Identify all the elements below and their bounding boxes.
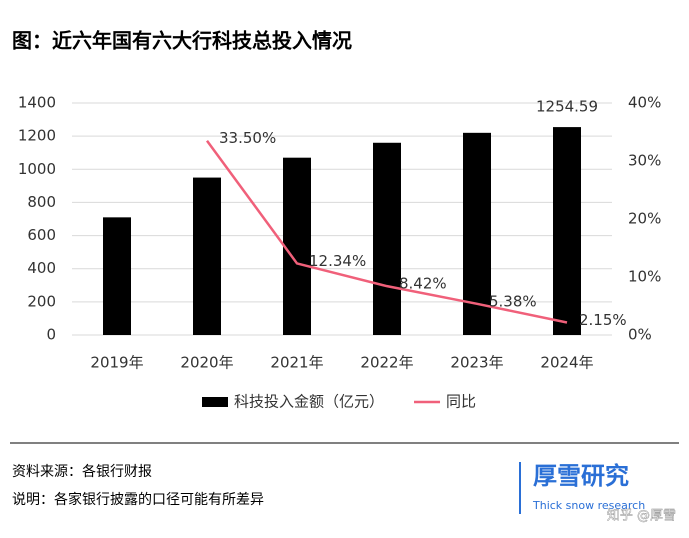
watermark: 知乎 @厚雪 [607,508,676,524]
data-label: 5.38% [489,292,537,310]
y-tick-label: 800 [27,193,56,211]
legend-label: 同比 [446,393,476,411]
y-tick-label: 1200 [18,127,56,145]
data-label: 33.50% [219,129,276,147]
legend-label: 科技投入金额（亿元） [234,393,384,411]
y-tick-label: 1400 [18,94,56,112]
logo-title: 厚雪研究 [533,462,629,490]
data-label: 12.34% [309,252,366,270]
data-label: 8.42% [399,275,447,293]
data-label: 2.15% [579,311,627,329]
bar [103,217,131,335]
x-tick-label: 2021年 [270,354,323,372]
y-tick-label: 1000 [18,160,56,178]
bar [193,177,221,335]
x-tick-label: 2022年 [360,354,413,372]
line [205,139,568,324]
source: 资料来源：各银行财报 [12,464,152,480]
x-tick-label: 2024年 [540,354,593,372]
x-tick-label: 2020年 [180,354,233,372]
chart-title: 图：近六年国有六大行科技总投入情况 [12,29,352,53]
x-tick-label: 2023年 [450,354,503,372]
y-tick-label: 600 [27,226,56,244]
bar [373,142,401,335]
note: 说明：各家银行披露的口径可能有所差异 [12,491,264,508]
y2-tick-label: 0% [628,326,652,344]
data-label: 1254.59 [536,98,598,116]
legend-swatch [202,397,228,407]
y2-tick-label: 20% [628,210,661,228]
bar [283,157,311,335]
y2-tick-label: 30% [628,152,661,170]
y-tick-label: 200 [27,292,56,310]
y2-tick-label: 40% [628,94,661,112]
y-tick-label: 0 [46,326,56,344]
logo-subtitle: Thick snow research [532,499,645,512]
y2-tick-label: 10% [628,268,661,286]
y-tick-label: 400 [27,259,56,277]
x-tick-label: 2019年 [90,354,143,372]
bar [553,127,581,335]
